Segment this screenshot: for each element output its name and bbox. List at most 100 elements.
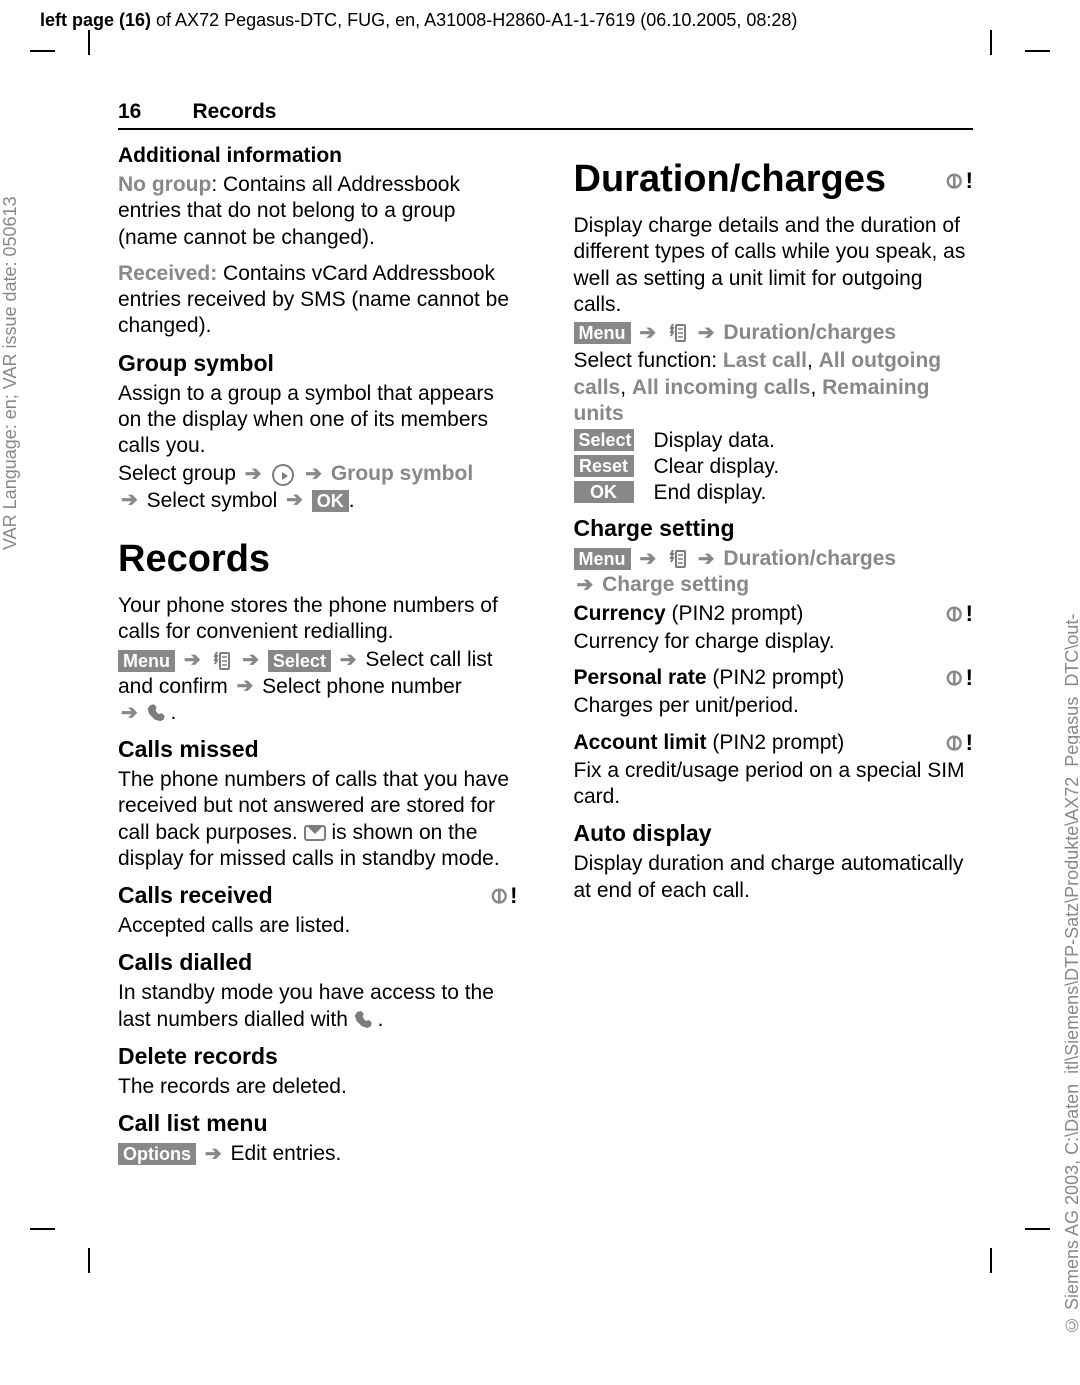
charge-setting-nav: Menu ➔ ➔ Duration/charges ➔ Charge setti… [574,546,974,599]
nav-right-icon [272,464,294,486]
calls-dialled-body: In standby mode you have access to the l… [118,980,518,1033]
arrow-icon: ➔ [121,702,138,724]
group-symbol-step: Group symbol [331,462,473,485]
missed-envelope-icon [304,825,326,841]
calls-received-body: Accepted calls are listed. [118,913,518,939]
left-column: Additional information No group: Contain… [118,144,518,1169]
reset-row: Reset Clear display. [574,455,974,479]
provider-icon [490,883,518,909]
calls-dialled-heading: Calls dialled [118,949,518,976]
duration-nav: Menu ➔ ➔ Duration/charges [574,320,974,346]
arrow-icon: ➔ [639,322,656,344]
columns: Additional information No group: Contain… [118,144,973,1169]
arrow-icon: ➔ [639,548,656,570]
ok-softkey: OK [574,481,634,503]
records-list-icon [667,548,687,570]
records-list-icon [667,322,687,344]
crop-mark [30,50,55,52]
duration-heading-row: Duration/charges [574,158,974,213]
ok-row: OK End display. [574,481,974,505]
select-row: Select Display data. [574,429,974,453]
additional-info-heading: Additional information [118,144,518,168]
page-title: Records [192,100,276,123]
no-group-text: No group: Contains all Addressbook entri… [118,172,518,251]
records-heading: Records [118,538,518,581]
arrow-icon: ➔ [698,548,715,570]
page-content: 16 Records Additional information No gro… [118,100,973,1169]
select-desc: Display data. [654,429,775,453]
arrow-icon: ➔ [121,489,138,511]
provider-icon [945,665,973,691]
select-softkey: Select [268,650,331,672]
account-limit-row: Account limit (PIN2 prompt) [574,730,974,758]
call-list-menu-heading: Call list menu [118,1110,518,1137]
provider-icon [945,601,973,627]
received-label: Received: [118,262,217,285]
arrow-icon: ➔ [237,675,254,697]
crop-mark [88,30,90,55]
received-text: Received: Contains vCard Addressbook ent… [118,261,518,340]
no-group-label: No group [118,173,211,196]
menu-softkey: Menu [574,548,631,570]
crop-mark [88,1248,90,1273]
delete-records-body: The records are deleted. [118,1074,518,1100]
crop-mark [1025,50,1050,52]
currency-row: Currency (PIN2 prompt) [574,601,974,629]
arrow-icon: ➔ [242,649,259,671]
charge-setting-heading: Charge setting [574,515,974,542]
select-softkey: Select [574,429,634,451]
auto-display-body: Display duration and charge automaticall… [574,851,974,904]
arrow-icon: ➔ [698,322,715,344]
arrow-icon: ➔ [245,463,262,485]
right-margin-text: © Siemens AG 2003, C:\Daten_itl\Siemens\… [1062,235,1080,1335]
ok-desc: End display. [654,481,767,505]
meta-rest: of AX72 Pegasus-DTC, FUG, en, A31008-H28… [151,10,797,30]
duration-step: Duration/charges [723,321,896,344]
provider-icon [945,168,973,194]
duration-step: Duration/charges [723,547,896,570]
reset-desc: Clear display. [654,455,780,479]
crop-mark [990,30,992,55]
crop-mark [990,1248,992,1273]
records-list-icon [211,650,231,672]
personal-rate-body: Charges per unit/period. [574,693,974,719]
menu-softkey: Menu [118,650,175,672]
provider-icon [945,730,973,756]
page-header: 16 Records [118,100,973,130]
arrow-icon: ➔ [184,649,201,671]
account-limit-body: Fix a credit/usage period on a special S… [574,758,974,811]
page-meta-top: left page (16) of AX72 Pegasus-DTC, FUG,… [40,10,797,31]
arrow-icon: ➔ [577,574,594,596]
select-function-text: Select function: Last call, All outgoing… [574,348,974,427]
meta-bold: left page (16) [40,10,151,30]
account-limit-title: Account limit [574,731,707,754]
records-intro: Your phone stores the phone numbers of c… [118,593,518,646]
duration-intro: Display charge details and the duration … [574,213,974,318]
right-column: Duration/charges Display charge details … [574,144,974,1169]
call-list-menu-body: Options ➔ Edit entries. [118,1141,518,1167]
arrow-icon: ➔ [305,463,322,485]
auto-display-heading: Auto display [574,820,974,847]
currency-body: Currency for charge display. [574,629,974,655]
ok-softkey: OK [312,490,349,512]
left-margin-text: VAR Language: en; VAR issue date: 050613 [0,50,18,550]
arrow-icon: ➔ [286,489,303,511]
menu-softkey: Menu [574,322,631,344]
delete-records-heading: Delete records [118,1043,518,1070]
crop-mark [30,1228,55,1230]
calls-missed-body: The phone numbers of calls that you have… [118,767,518,872]
records-nav: Menu ➔ ➔ Select ➔ Select call list and c… [118,647,518,726]
duration-charges-heading: Duration/charges [574,158,887,201]
arrow-icon: ➔ [205,1143,222,1165]
personal-rate-title: Personal rate [574,666,707,689]
calls-missed-heading: Calls missed [118,736,518,763]
options-softkey: Options [118,1143,196,1165]
calls-received-heading: Calls received [118,882,518,909]
personal-rate-row: Personal rate (PIN2 prompt) [574,665,974,693]
group-symbol-heading: Group symbol [118,350,518,377]
phone-icon [147,704,165,722]
group-symbol-nav: Select group ➔ ➔ Group symbol ➔ Select s… [118,461,518,514]
group-symbol-body: Assign to a group a symbol that appears … [118,381,518,460]
crop-mark [1025,1228,1050,1230]
phone-icon [354,1011,372,1029]
